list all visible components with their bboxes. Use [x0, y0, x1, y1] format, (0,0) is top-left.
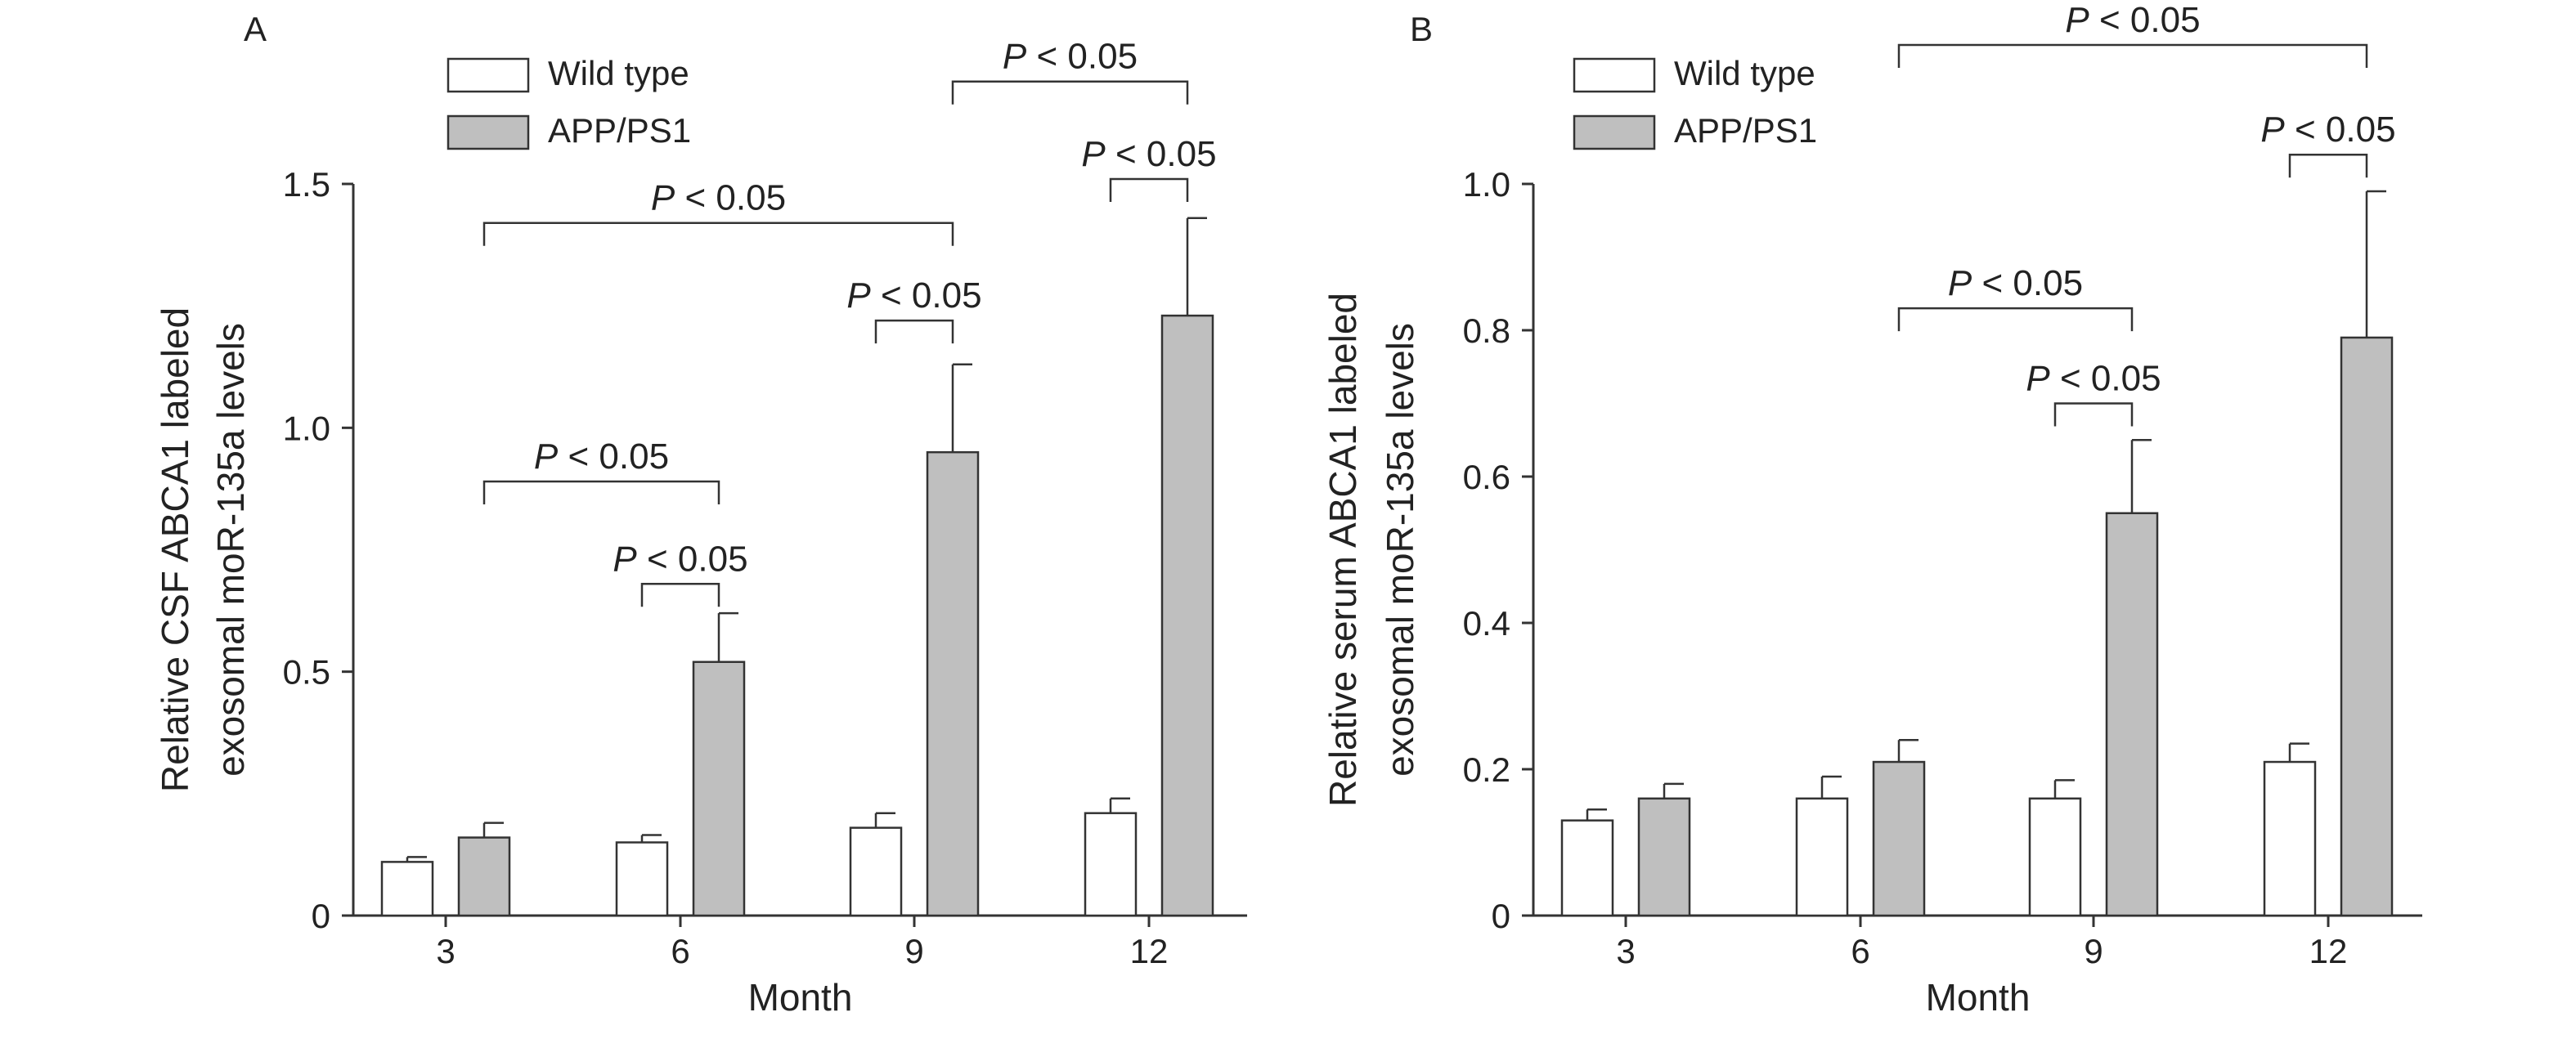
y-axis-title-line1: Relative serum ABCA1 labeled — [1322, 293, 1364, 807]
y-axis-title-line2: exosomal moR-135a levels — [1379, 323, 1421, 777]
significance-label: P < 0.05 — [2026, 359, 2161, 399]
bar-wild-type-month-12 — [2263, 760, 2317, 917]
significance-bracket — [482, 222, 954, 246]
panel-label: B — [1410, 10, 1433, 48]
y-tick-label: 0.4 — [1463, 604, 1510, 643]
bar-wild-type-month-9 — [849, 826, 903, 917]
significance-label: P < 0.05 — [1948, 263, 2083, 303]
significance-bracket — [2053, 402, 2134, 427]
bar-app-ps1-month-3 — [457, 836, 511, 917]
x-tick-label: 3 — [436, 932, 455, 970]
significance-label: P < 0.05 — [2065, 0, 2200, 40]
significance-bracket — [874, 319, 954, 344]
panel-a: A Wild type APP/PS1 0 0.5 1.0 1.5 3 6 9 12 Month Rel… — [154, 10, 1247, 1019]
bar-app-ps1-month-9 — [926, 450, 980, 917]
legend-swatch-app-ps1 — [1573, 114, 1656, 150]
bar-wild-type-month-9 — [2028, 797, 2082, 917]
y-tick-label: 1.0 — [283, 409, 330, 447]
y-tick-label: 1.5 — [283, 165, 330, 204]
y-tick-label: 0.5 — [283, 653, 330, 692]
x-axis-title: Month — [748, 976, 853, 1019]
legend-label-wild-type: Wild type — [1674, 54, 1815, 92]
x-axis-title: Month — [1926, 976, 2031, 1019]
significance-bracket — [1109, 177, 1189, 203]
x-tick-label: 9 — [2084, 932, 2103, 970]
y-axis-title-line1: Relative CSF ABCA1 labeled — [154, 307, 196, 792]
legend-swatch-wild-type — [1573, 57, 1656, 93]
significance-bracket — [640, 583, 720, 607]
legend-label-app-ps1: APP/PS1 — [548, 111, 691, 150]
bar-wild-type-month-6 — [1795, 797, 1849, 917]
y-tick-label: 0.2 — [1463, 750, 1510, 789]
bar-wild-type-month-6 — [615, 841, 669, 917]
significance-label: P < 0.05 — [846, 275, 981, 316]
significance-label: P < 0.05 — [1081, 134, 1216, 174]
y-tick-label: 1.0 — [1463, 165, 1510, 204]
x-tick-label: 3 — [1616, 932, 1635, 970]
significance-label: P < 0.05 — [534, 437, 669, 477]
legend-swatch-app-ps1 — [447, 114, 530, 150]
x-tick-label: 9 — [904, 932, 923, 970]
significance-bracket — [1897, 43, 2368, 68]
y-tick-label: 0 — [312, 897, 330, 935]
significance-label: P < 0.05 — [651, 178, 786, 218]
y-tick-label: 0.8 — [1463, 311, 1510, 350]
bar-wild-type-month-3 — [380, 861, 434, 917]
significance-label: P < 0.05 — [613, 539, 747, 579]
x-tick-label: 12 — [1130, 932, 1169, 970]
bar-app-ps1-month-9 — [2105, 512, 2159, 917]
panel-label: A — [244, 10, 267, 48]
bar-app-ps1-month-6 — [692, 661, 746, 917]
y-tick-label: 0 — [1492, 897, 1510, 935]
y-axis-title-line2: exosomal moR-135a levels — [209, 323, 252, 777]
panel-b: B Wild type APP/PS1 0 0.2 0.4 0.6 0.8 1.0 3 6 9 12 Mo… — [1322, 0, 2422, 1019]
legend-label-wild-type: Wild type — [548, 54, 689, 92]
bar-app-ps1-month-12 — [2340, 336, 2394, 917]
legend-label-app-ps1: APP/PS1 — [1674, 111, 1817, 150]
x-tick-label: 6 — [671, 932, 689, 970]
significance-bracket — [482, 480, 720, 504]
significance-label: P < 0.05 — [2260, 110, 2395, 150]
y-tick-label: 0.6 — [1463, 458, 1510, 496]
bar-app-ps1-month-3 — [1637, 797, 1691, 917]
bar-wild-type-month-3 — [1560, 819, 1614, 917]
bar-app-ps1-month-12 — [1160, 314, 1214, 917]
x-tick-label: 6 — [1851, 932, 1869, 970]
significance-label: P < 0.05 — [1003, 37, 1138, 77]
bar-app-ps1-month-6 — [1872, 760, 1926, 917]
legend-swatch-wild-type — [447, 57, 530, 93]
significance-bracket — [2288, 153, 2368, 178]
significance-bracket — [1897, 307, 2134, 332]
significance-bracket — [951, 80, 1189, 105]
x-tick-label: 12 — [2309, 932, 2348, 970]
bar-wild-type-month-12 — [1084, 812, 1138, 917]
